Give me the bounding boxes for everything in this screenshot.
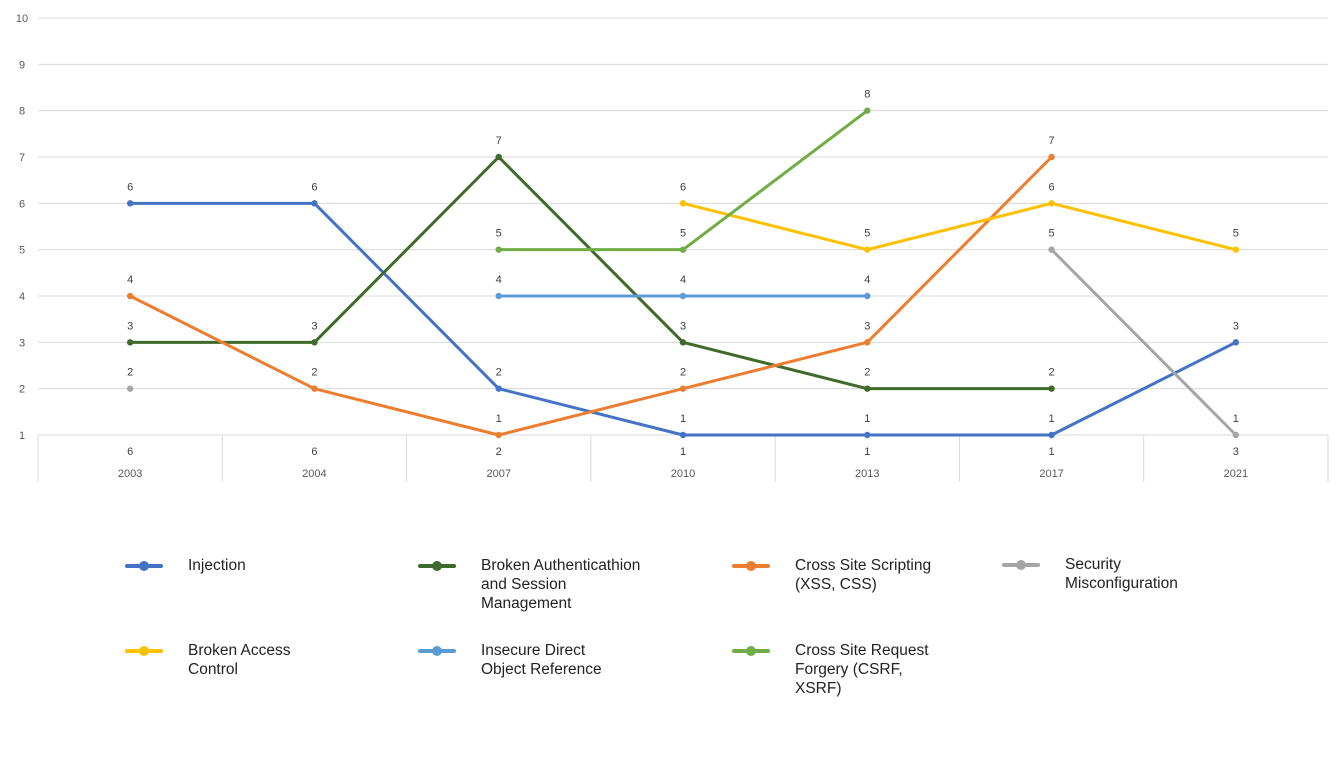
series-cross-site-scripting-xss-css-point — [679, 385, 687, 392]
y-tick-label: 4 — [19, 291, 25, 303]
series-security-misconfiguration-point — [1048, 246, 1055, 253]
series-cross-site-scripting-xss-css-point — [126, 292, 134, 300]
series-insecure-direct-object-reference-data-label: 4 — [496, 274, 502, 286]
series-injection-point — [495, 385, 502, 392]
series-broken-authenticathion-and-session-management-data-label: 3 — [127, 320, 133, 332]
series-injection-point — [126, 200, 134, 207]
series-injection-data-label: 1 — [864, 413, 870, 425]
series-cross-site-scripting-xss-css-line — [129, 155, 1053, 437]
series-injection-point — [311, 200, 318, 207]
series-cross-site-request-forgery-csrf-xsrf-point — [864, 107, 871, 114]
series-broken-authenticathion-and-session-management-data-label: 2 — [1049, 367, 1055, 379]
series-cross-site-scripting-xss-css-point — [495, 431, 502, 439]
series-cross-site-scripting-xss-css-data-label: 7 — [1049, 135, 1055, 147]
series-cross-site-scripting-xss-css-data-label: 3 — [864, 320, 870, 332]
series-cross-site-scripting-xss-css-data-label: 2 — [311, 367, 317, 379]
series-broken-authenticathion-and-session-management-point — [126, 339, 134, 346]
series-injection-data-label: 1 — [680, 413, 686, 425]
series-broken-access-control-point — [679, 200, 687, 207]
series-broken-authenticathion-and-session-management-point — [864, 385, 871, 392]
series-insecure-direct-object-reference-point — [864, 292, 871, 300]
series-broken-access-control-line — [682, 201, 1237, 252]
series-cross-site-scripting-xss-css-data-label: 2 — [680, 367, 686, 379]
data-table-value: 3 — [1233, 446, 1239, 458]
series-broken-authenticathion-and-session-management-data-label: 7 — [496, 135, 502, 147]
series-cross-site-scripting-xss-css-point — [864, 339, 871, 346]
series-insecure-direct-object-reference-data-label: 4 — [680, 274, 686, 286]
series-cross-site-request-forgery-csrf-xsrf-data-label: 8 — [864, 89, 870, 101]
series-broken-access-control-point — [1232, 246, 1240, 253]
x-tick-label: 2021 — [1224, 468, 1248, 480]
data-table-value: 6 — [127, 446, 133, 458]
series-broken-access-control-data-label: 5 — [864, 228, 870, 240]
y-tick-label: 3 — [19, 337, 25, 349]
y-tick-label: 9 — [19, 59, 25, 71]
series-security-misconfiguration-point — [126, 385, 134, 392]
series-cross-site-scripting-xss-css-data-label: 1 — [496, 413, 502, 425]
series-security-misconfiguration-data-label: 5 — [1049, 228, 1055, 240]
series-cross-site-request-forgery-csrf-xsrf-point — [495, 246, 502, 253]
series-insecure-direct-object-reference-data-label: 4 — [864, 274, 870, 286]
series-broken-authenticathion-and-session-management-data-label: 3 — [680, 320, 686, 332]
series-injection-data-label: 6 — [311, 181, 317, 193]
series-cross-site-scripting-xss-css-point — [1048, 153, 1055, 161]
series-injection-data-label: 1 — [1049, 413, 1055, 425]
series-security-misconfiguration-data-label: 2 — [127, 367, 133, 379]
series-broken-authenticathion-and-session-management-data-label: 3 — [311, 320, 317, 332]
y-tick-label: 7 — [19, 152, 25, 164]
series-security-misconfiguration-point — [1232, 431, 1240, 439]
series-broken-authenticathion-and-session-management-line — [130, 155, 1052, 391]
series-broken-authenticathion-and-session-management-point — [311, 339, 318, 346]
series-broken-authenticathion-and-session-management-data-label: 2 — [864, 367, 870, 379]
y-tick-label: 8 — [19, 106, 25, 118]
x-tick-label: 2003 — [118, 468, 142, 480]
series-broken-authenticathion-and-session-management-point — [1048, 385, 1055, 392]
series-injection-point — [864, 431, 871, 439]
series-broken-access-control-data-label: 6 — [1049, 181, 1055, 193]
y-tick-label: 6 — [19, 198, 25, 210]
series-insecure-direct-object-reference-point — [679, 292, 687, 300]
x-tick-label: 2010 — [671, 468, 695, 480]
series-injection-data-label: 2 — [496, 367, 502, 379]
series-injection-data-label: 3 — [1233, 320, 1239, 332]
series-broken-access-control-point — [1048, 200, 1055, 207]
data-table-value: 1 — [864, 446, 870, 458]
series-cross-site-scripting-xss-css-data-label: 4 — [127, 274, 133, 286]
y-tick-label: 2 — [19, 384, 25, 396]
x-tick-label: 2007 — [486, 468, 510, 480]
y-tick-label: 10 — [16, 13, 28, 25]
series-broken-authenticathion-and-session-management-point — [679, 339, 687, 346]
series-broken-authenticathion-and-session-management-point — [495, 153, 502, 161]
data-table-value: 1 — [680, 446, 686, 458]
series-injection-point — [1232, 339, 1240, 346]
series-cross-site-request-forgery-csrf-xsrf-data-label: 5 — [496, 228, 502, 240]
series-broken-access-control-point — [864, 246, 871, 253]
y-tick-label: 1 — [19, 430, 25, 442]
series-injection-point — [1048, 431, 1055, 439]
x-tick-label: 2004 — [302, 468, 326, 480]
series-cross-site-request-forgery-csrf-xsrf-point — [679, 246, 687, 253]
x-tick-label: 2013 — [855, 468, 879, 480]
data-table-value: 6 — [311, 446, 317, 458]
y-tick-label: 5 — [19, 245, 25, 257]
series-broken-access-control-data-label: 6 — [680, 181, 686, 193]
data-table-value: 1 — [1049, 446, 1055, 458]
series-injection-data-label: 6 — [127, 181, 133, 193]
data-table-value: 2 — [496, 446, 502, 458]
x-tick-label: 2017 — [1039, 468, 1063, 480]
series-security-misconfiguration-data-label: 1 — [1233, 413, 1239, 425]
series-injection-point — [679, 431, 687, 439]
series-cross-site-scripting-xss-css-point — [311, 385, 318, 392]
series-insecure-direct-object-reference-point — [495, 292, 502, 300]
series-broken-access-control-data-label: 5 — [1233, 228, 1239, 240]
series-security-misconfiguration-line — [1050, 248, 1237, 437]
series-cross-site-request-forgery-csrf-xsrf-data-label: 5 — [680, 228, 686, 240]
